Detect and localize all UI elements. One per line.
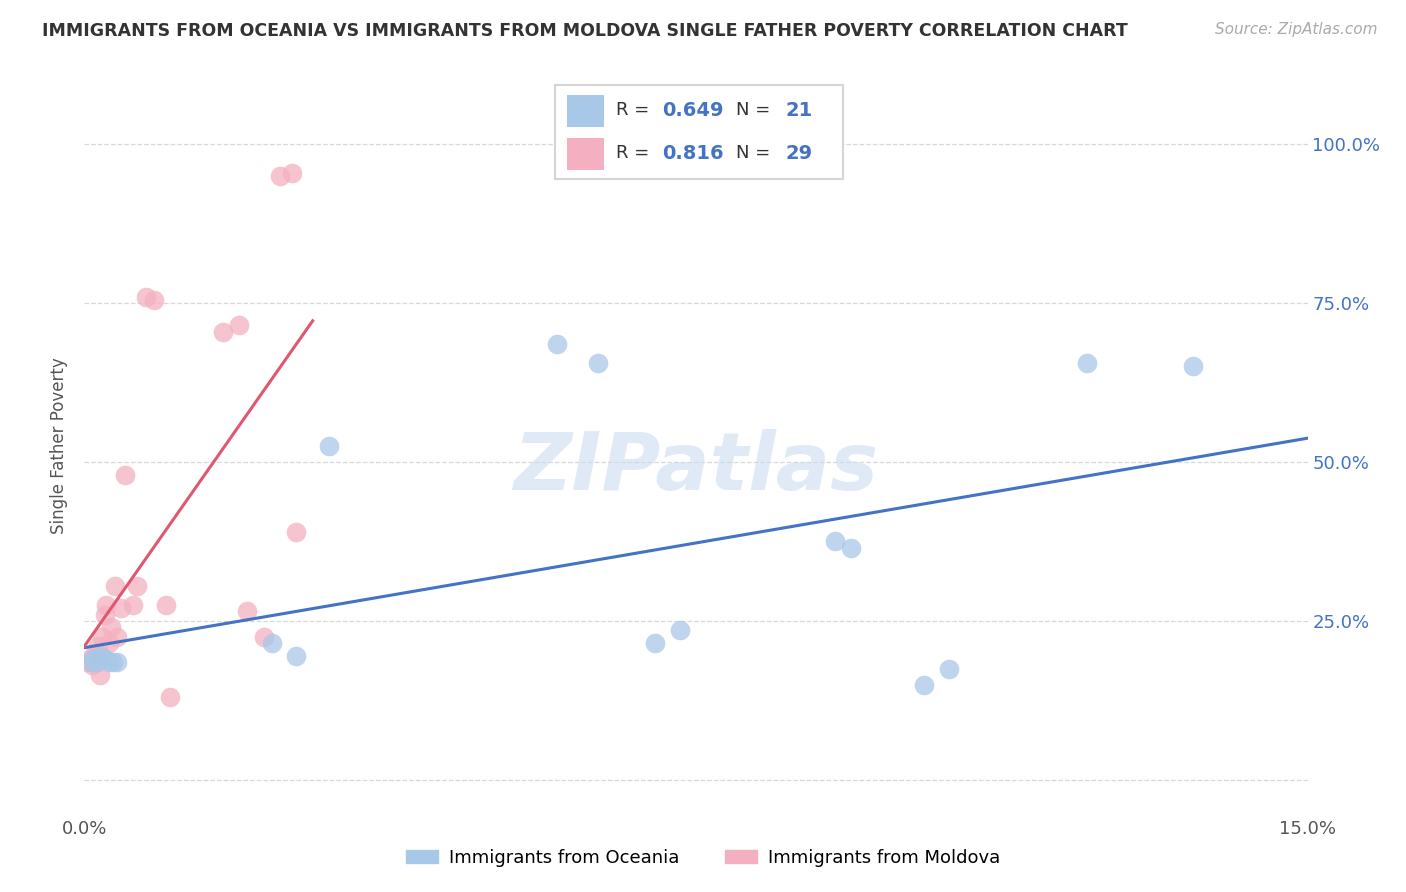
Point	[77, 655, 100, 669]
Point	[135, 289, 157, 303]
Point	[839, 541, 862, 555]
Point	[142, 293, 165, 307]
Point	[103, 579, 125, 593]
Point	[285, 648, 308, 663]
Point	[155, 598, 177, 612]
Point	[318, 439, 340, 453]
Point	[824, 534, 846, 549]
Point	[80, 658, 103, 673]
Point	[90, 648, 112, 663]
Point	[87, 640, 110, 654]
Point	[644, 636, 666, 650]
Y-axis label: Single Father Poverty: Single Father Poverty	[51, 358, 69, 534]
Point	[546, 337, 568, 351]
Point	[93, 652, 115, 666]
Point	[668, 624, 690, 638]
Point	[89, 668, 111, 682]
Point	[86, 655, 108, 669]
Text: ZIPatlas: ZIPatlas	[513, 429, 879, 507]
Point	[586, 356, 609, 370]
Point	[82, 652, 104, 666]
Point	[93, 607, 115, 622]
Point	[1076, 356, 1098, 370]
Point	[228, 318, 250, 333]
Legend: Immigrants from Oceania, Immigrants from Moldova: Immigrants from Oceania, Immigrants from…	[398, 842, 1008, 874]
Point	[253, 630, 276, 644]
Point	[122, 598, 145, 612]
Point	[84, 646, 107, 660]
Point	[269, 169, 291, 183]
Point	[110, 601, 132, 615]
Point	[97, 655, 120, 669]
Point	[285, 524, 308, 539]
Point	[260, 636, 283, 650]
Point	[79, 652, 101, 666]
Point	[97, 636, 120, 650]
Point	[105, 655, 128, 669]
Point	[281, 165, 304, 179]
Point	[938, 662, 960, 676]
Point	[212, 325, 235, 339]
Point	[114, 467, 136, 482]
Point	[159, 690, 181, 705]
Point	[86, 655, 108, 669]
Point	[127, 579, 149, 593]
Text: IMMIGRANTS FROM OCEANIA VS IMMIGRANTS FROM MOLDOVA SINGLE FATHER POVERTY CORRELA: IMMIGRANTS FROM OCEANIA VS IMMIGRANTS FR…	[42, 22, 1128, 40]
Point	[100, 620, 122, 634]
Point	[912, 677, 935, 691]
Point	[96, 598, 118, 612]
Text: Source: ZipAtlas.com: Source: ZipAtlas.com	[1215, 22, 1378, 37]
Point	[236, 604, 259, 618]
Point	[1182, 359, 1205, 374]
Point	[105, 630, 128, 644]
Point	[101, 655, 124, 669]
Point	[80, 655, 103, 669]
Point	[91, 630, 114, 644]
